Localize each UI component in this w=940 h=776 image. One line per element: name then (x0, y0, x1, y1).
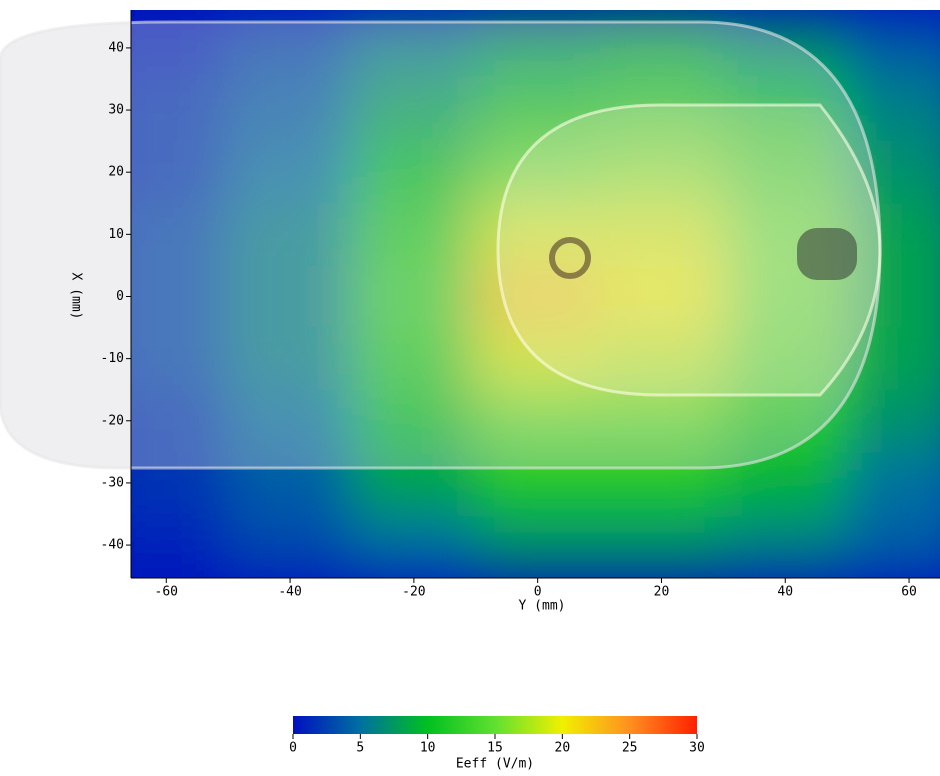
x-tick-label: -60 (155, 585, 178, 600)
x-tick-label: 40 (777, 585, 793, 600)
heat-cell (599, 78, 724, 142)
heat-cell (599, 513, 724, 577)
heat-cell (228, 141, 352, 204)
heat-cell (228, 78, 352, 142)
heat-cell (351, 327, 476, 390)
heat-cell (599, 203, 724, 266)
heat-cell (228, 451, 352, 514)
colorbar-tick-label: 30 (689, 741, 705, 756)
heat-cell (599, 451, 724, 514)
heat-cell (351, 16, 476, 79)
heat-cell (228, 265, 352, 328)
heat-cell (228, 327, 352, 390)
x-tick-label: -40 (278, 585, 301, 600)
heat-cell (131, 265, 229, 328)
heat-cell (847, 451, 940, 514)
x-tick-label: 20 (654, 585, 670, 600)
y-tick-label: -30 (101, 475, 124, 490)
heat-cell (723, 513, 848, 577)
y-tick-label: -10 (101, 351, 124, 366)
heat-cell (599, 265, 724, 328)
colorbar-tick-label: 10 (420, 741, 436, 756)
heat-cell (723, 141, 848, 204)
heat-cell (847, 327, 940, 390)
heat-cell (228, 16, 352, 79)
heat-cell (228, 203, 352, 266)
heat-cell (723, 327, 848, 390)
colorbar-tick-label: 20 (555, 741, 571, 756)
heat-cell (351, 389, 476, 452)
heat-cell (475, 389, 600, 452)
heat-cell (475, 513, 600, 577)
heat-cell (847, 203, 940, 266)
heat-cell (131, 203, 229, 266)
heat-cell (131, 451, 229, 514)
heat-cell (723, 78, 848, 142)
heat-cell (475, 141, 600, 204)
heat-cell (475, 16, 600, 79)
heat-cell (228, 513, 352, 577)
colorbar-label: Eeff (V/m) (456, 757, 534, 772)
heat-cell (351, 203, 476, 266)
heat-cell (475, 78, 600, 142)
heat-cell (599, 141, 724, 204)
device-photo (0, 20, 882, 470)
y-tick-label: 0 (116, 289, 124, 304)
colorbar-tick-label: 15 (487, 741, 503, 756)
y-tick-label: 30 (108, 103, 124, 118)
heat-cell (599, 327, 724, 390)
heat-cell (351, 451, 476, 514)
x-tick-label: 0 (534, 585, 542, 600)
colorbar-tick-label: 5 (356, 741, 364, 756)
y-tick-label: 40 (108, 40, 124, 55)
heat-cell (131, 16, 229, 79)
heat-cell (723, 451, 848, 514)
heat-cell (847, 16, 940, 79)
heat-cell (131, 78, 229, 142)
colorbar (293, 716, 697, 734)
heat-cell (475, 451, 600, 514)
x-axis-label: Y (mm) (519, 599, 566, 614)
heat-cell (131, 389, 229, 452)
heat-cell (351, 265, 476, 328)
heat-cell (228, 389, 352, 452)
colorbar-tick-label: 25 (622, 741, 638, 756)
heat-cell (131, 141, 229, 204)
heat-cell (351, 78, 476, 142)
heat-cell (131, 513, 229, 577)
heat-cell (351, 513, 476, 577)
heat-cell (599, 16, 724, 79)
x-tick-label: 60 (901, 585, 917, 600)
heatmap (131, 16, 940, 577)
heat-cell (847, 265, 940, 328)
heat-cell (847, 513, 940, 577)
heat-cell (847, 389, 940, 452)
heat-cell (351, 141, 476, 204)
y-tick-label: -20 (101, 413, 124, 428)
heat-cell (131, 327, 229, 390)
y-tick-label: 20 (108, 165, 124, 180)
heat-cell (475, 203, 600, 266)
y-axis-label: X (mm) (69, 273, 84, 320)
y-tick-label: -40 (101, 538, 124, 553)
y-tick-label: 10 (108, 227, 124, 242)
colorbar-tick-label: 0 (289, 741, 297, 756)
heat-cell (599, 389, 724, 452)
x-tick-label: -20 (402, 585, 425, 600)
